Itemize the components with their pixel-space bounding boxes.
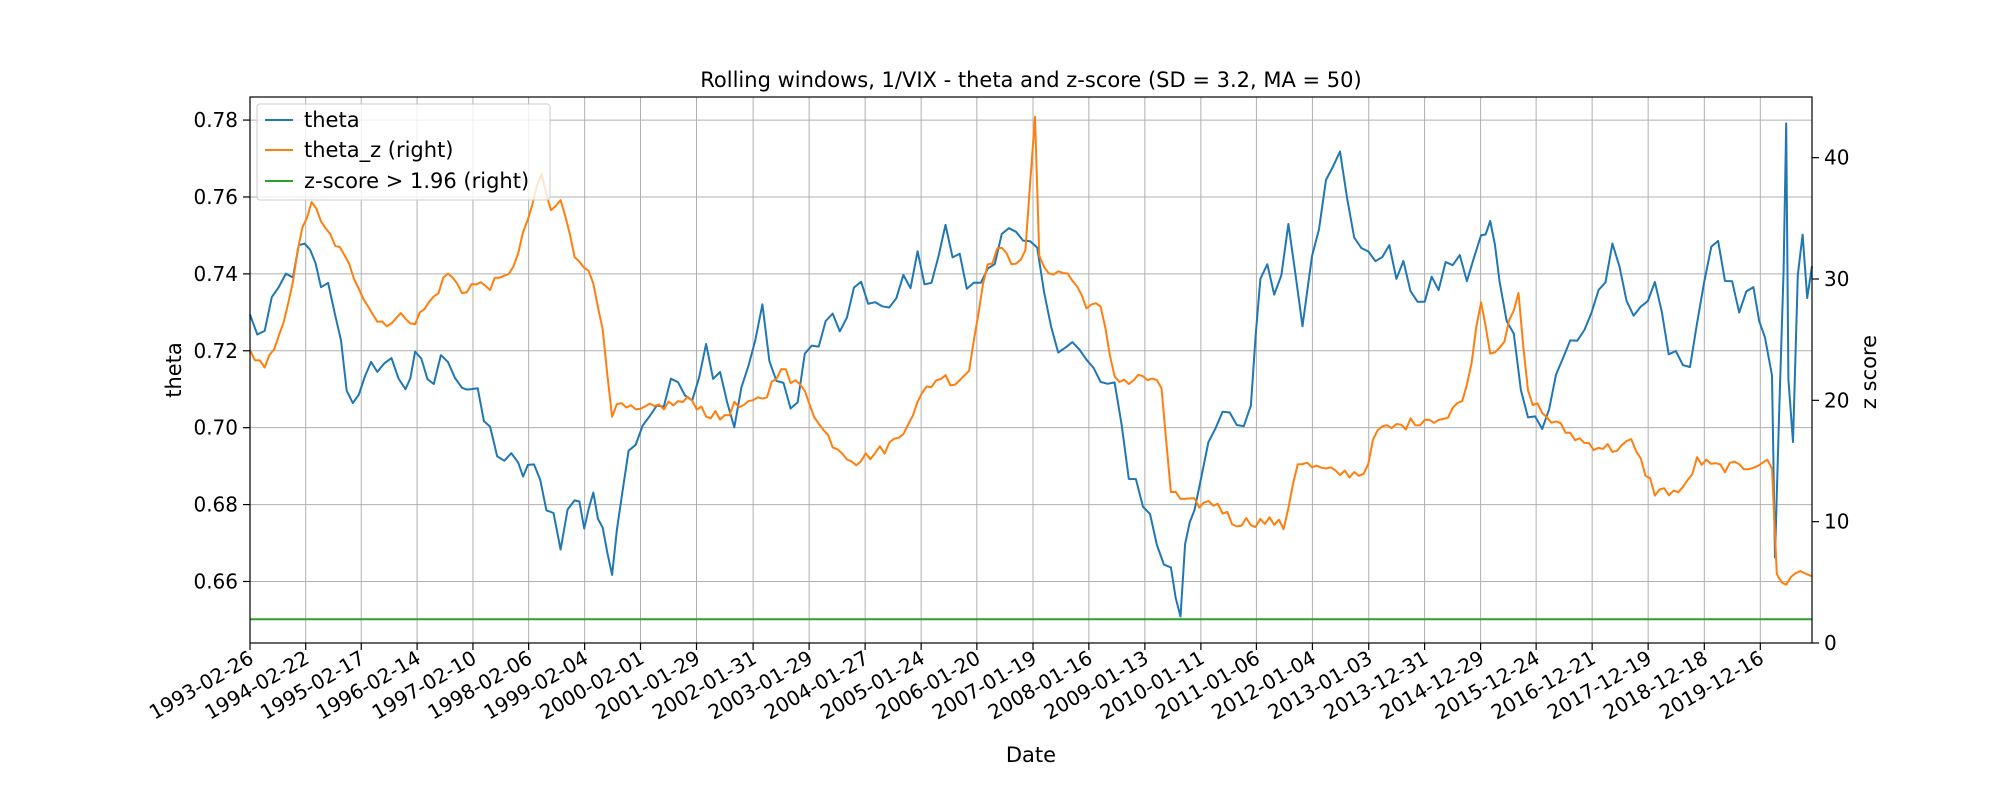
y-axis-left: 0.66 0.68 0.70 0.72 0.74 0.76 0.78 (193, 108, 250, 593)
plot-frame (249, 96, 1813, 644)
y-tick-label: 0.74 (193, 262, 238, 286)
y-axis-right: 0 10 20 30 40 (1812, 146, 1849, 655)
series-theta-z-line (249, 115, 1813, 586)
y2-tick-label: 20 (1824, 388, 1849, 412)
legend-box (256, 103, 551, 201)
y-tick-label: 0.68 (193, 493, 238, 517)
y2-tick-label: 10 (1824, 510, 1849, 534)
y2-tick-label: 30 (1824, 267, 1849, 291)
y-axis-label: theta (162, 342, 186, 398)
y2-tick-label: 0 (1824, 631, 1837, 655)
chart-title: Rolling windows, 1/VIX - theta and z-sco… (700, 68, 1361, 92)
y2-tick-label: 40 (1824, 146, 1849, 170)
legend: theta theta_z (right) z-score > 1.96 (ri… (256, 103, 551, 201)
legend-label-theta-z: theta_z (right) (304, 138, 454, 163)
y-tick-label: 0.70 (193, 416, 238, 440)
x-axis: 1993-02-261994-02-221995-02-171996-02-14… (145, 643, 1768, 724)
x-axis-label: Date (1006, 743, 1056, 767)
series-layer (249, 115, 1813, 621)
legend-label-theta: theta (304, 108, 360, 132)
y-tick-label: 0.72 (193, 339, 238, 363)
y2-axis-label: z score (1857, 335, 1881, 409)
y-tick-label: 0.66 (193, 569, 238, 593)
y-tick-label: 0.76 (193, 185, 238, 209)
series-theta-line (249, 122, 1813, 618)
legend-label-threshold: z-score > 1.96 (right) (304, 169, 529, 193)
y-tick-label: 0.78 (193, 108, 238, 132)
